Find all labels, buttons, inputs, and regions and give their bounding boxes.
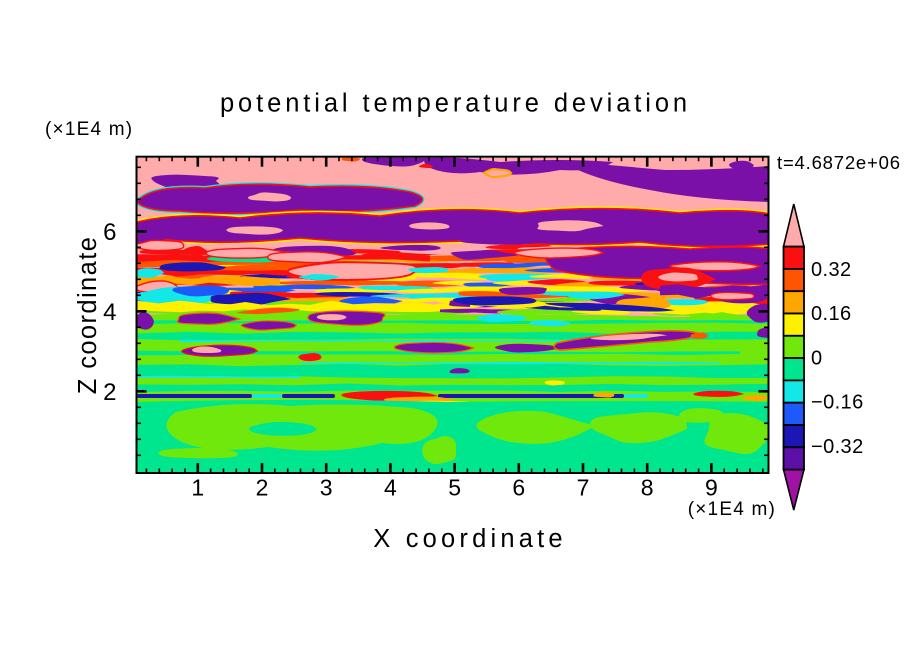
svg-text:potential temperature deviatio: potential temperature deviation [220,90,691,118]
svg-text:2: 2 [103,379,116,406]
svg-text:(×1E4 m): (×1E4 m) [45,119,133,140]
svg-text:6: 6 [103,219,116,246]
svg-text:−0.16: −0.16 [811,392,864,414]
svg-text:0: 0 [811,347,823,369]
svg-text:5: 5 [448,475,461,501]
svg-text:0.32: 0.32 [811,259,852,281]
svg-text:3: 3 [320,475,333,501]
svg-text:t=4.6872e+06: t=4.6872e+06 [777,152,901,173]
svg-text:4: 4 [384,475,397,501]
svg-text:(×1E4 m): (×1E4 m) [688,499,776,520]
svg-text:Z coordinate: Z coordinate [74,236,102,395]
svg-text:7: 7 [577,475,590,501]
svg-text:6: 6 [512,475,525,501]
svg-text:X coordinate: X coordinate [373,525,567,553]
svg-text:−0.32: −0.32 [811,436,864,458]
svg-text:9: 9 [705,475,718,501]
svg-text:0.16: 0.16 [811,303,852,325]
svg-text:8: 8 [641,475,654,501]
svg-text:1: 1 [191,475,204,501]
svg-text:2: 2 [256,475,269,501]
svg-text:4: 4 [103,299,116,326]
